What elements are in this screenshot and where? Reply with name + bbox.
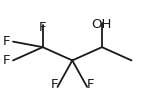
- Text: OH: OH: [92, 18, 112, 31]
- Text: F: F: [3, 54, 10, 67]
- Text: F: F: [51, 78, 58, 91]
- Text: F: F: [3, 35, 10, 48]
- Text: F: F: [86, 78, 94, 91]
- Text: F: F: [39, 21, 46, 34]
